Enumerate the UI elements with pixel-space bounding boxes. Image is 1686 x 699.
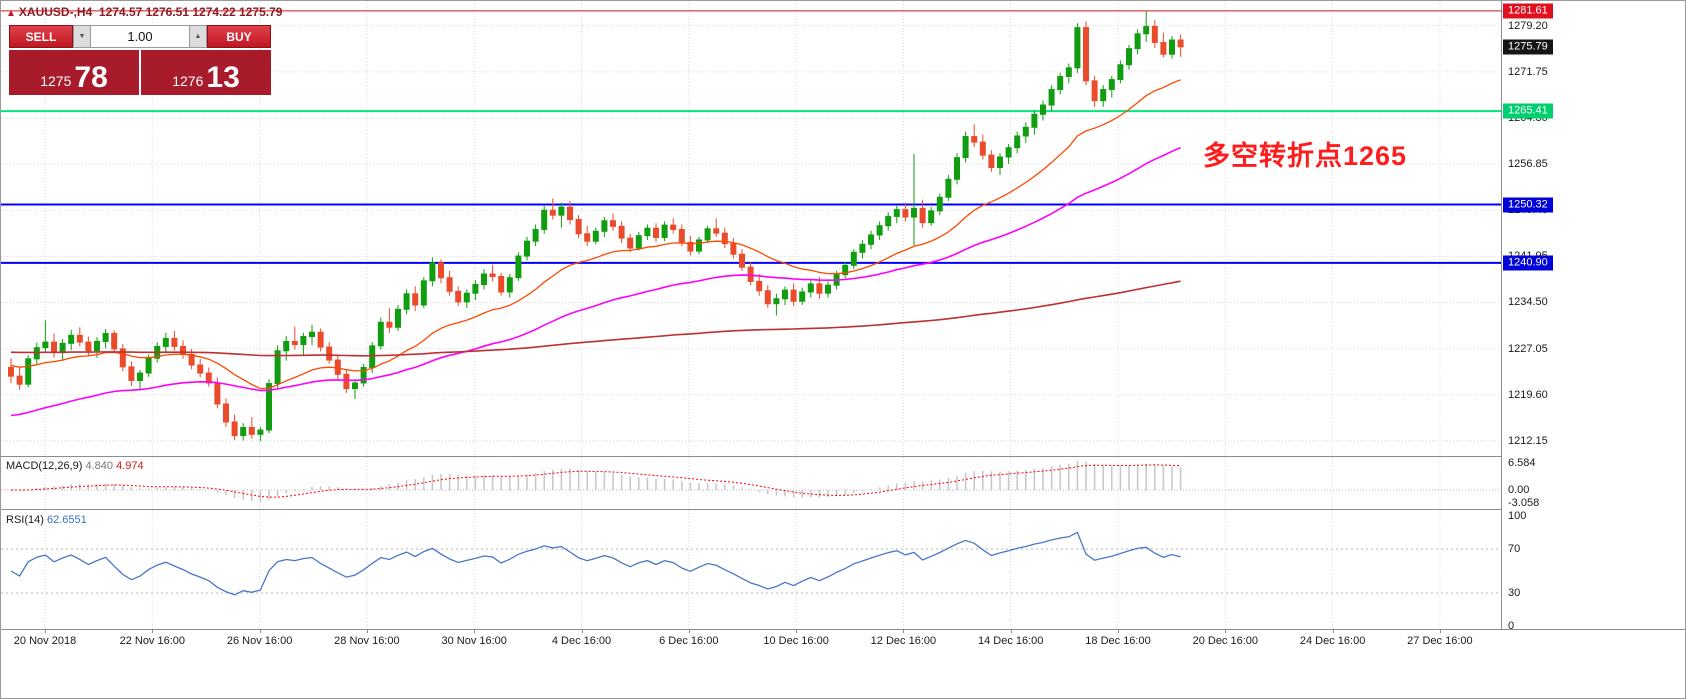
price-badge: 1250.32 [1503,197,1553,213]
time-axis-label: 22 Nov 16:00 [119,635,186,647]
annotation-text: 多空转折点1265 [1203,141,1408,171]
price-axis-label: 1219.60 [1508,388,1548,401]
rsi-axis-label: 30 [1508,587,1521,599]
price-axis-label: 1227.05 [1508,342,1548,355]
one-click-trade-panel: SELL ▼ ▲ BUY 1275 78 1276 13 [9,25,271,95]
panel-separator [1,629,1685,630]
time-axis-tick [45,630,46,633]
macd-axis-label: 6.584 [1508,457,1536,469]
time-axis-label: 14 Dec 16:00 [977,635,1044,647]
price-axis-label: 1271.75 [1508,65,1548,78]
lot-decrease-button[interactable]: ▼ [73,25,91,48]
price-axis-label: 1256.85 [1508,158,1548,171]
time-axis-label: 20 Dec 16:00 [1192,635,1259,647]
time-axis-label: 28 Nov 16:00 [334,635,400,647]
macd-axis-label: 0.00 [1508,484,1530,496]
time-axis-tick [366,630,368,633]
time-axis-tick [474,630,476,633]
bid-price-big-digits: 78 [74,61,108,94]
macd-main-value: 4.840 [85,460,114,472]
time-axis-label: 20 Nov 2018 [13,635,77,647]
panel-separator [1,509,1685,510]
rsi-panel-canvas[interactable] [1,510,1501,629]
macd-name: MACD(12,26,9) [6,460,83,472]
time-axis-tick [1439,630,1441,633]
lot-increase-button[interactable]: ▲ [189,25,207,48]
price-axis-label: 1212.15 [1508,434,1548,447]
ma-fast-line [10,79,1181,390]
time-axis-tick [1332,630,1334,633]
time-axis-label: 30 Nov 16:00 [441,635,507,647]
time-axis-label: 18 Dec 16:00 [1085,635,1151,647]
vertical-gridlines [44,510,1441,629]
bid-price-prefix: 1275 [40,73,72,89]
time-axis-tick [581,630,583,633]
chart-title: ▲ XAUUSD-,H4 1274.57 1276.51 1274.22 1275… [6,5,282,19]
time-axis-label: 24 Dec 16:00 [1299,635,1366,647]
chart-ohlc-values: 1274.57 1276.51 1274.22 1275.79 [98,5,283,19]
time-axis-tick [259,630,261,633]
ma-slow-line [10,280,1181,357]
rsi-line [10,531,1181,596]
rsi-name: RSI(14) [6,514,44,526]
ask-price-prefix: 1276 [172,73,204,89]
candlestick-series [8,10,1184,442]
rsi-axis-label: 0 [1508,620,1515,632]
time-axis-tick [903,630,905,633]
lot-input[interactable] [91,25,189,48]
rsi-label: RSI(14) 62.6551 [6,514,87,526]
chevron-up-icon: ▲ [194,33,202,40]
price-badge: 1265.41 [1503,103,1553,119]
price-axis-label: 1234.50 [1508,296,1548,309]
time-axis-label: 4 Dec 16:00 [551,635,612,647]
chart-symbol-timeframe: XAUUSD-,H4 [18,5,93,19]
price-badge: 1275.79 [1503,39,1553,55]
time-axis-tick [688,630,690,633]
time-axis-tick [1118,630,1119,633]
time-axis[interactable]: 20 Nov 2018 22 Nov 16:00 26 Nov 16:00 28 No… [1,630,1685,654]
time-axis-tick [152,630,154,633]
symbol-triangle-icon: ▲ [6,8,16,19]
rsi-axis-label: 100 [1508,510,1527,522]
chevron-down-icon: ▼ [78,33,86,40]
time-axis-label: 12 Dec 16:00 [870,635,937,647]
bid-price[interactable]: 1275 78 [9,50,139,95]
time-axis-tick [796,630,798,633]
time-axis-tick [1010,630,1012,633]
rsi-value: 62.6551 [46,514,87,526]
price-badge: 1240.90 [1503,255,1553,271]
price-badge: 1281.61 [1503,3,1553,19]
macd-histogram [18,460,1182,503]
ma-mid-line [10,146,1181,417]
time-axis-label: 26 Nov 16:00 [226,635,293,647]
panel-separator [1,456,1685,457]
time-axis-label: 27 Dec 16:00 [1407,635,1473,647]
time-axis-label: 6 Dec 16:00 [659,635,719,647]
ask-price-big-digits: 13 [206,61,240,94]
macd-label: MACD(12,26,9) 4.840 4.974 [6,460,144,472]
time-axis-label: 10 Dec 16:00 [763,635,829,647]
sell-button[interactable]: SELL [9,25,73,48]
ask-price[interactable]: 1276 13 [141,50,271,95]
time-axis-tick [1225,630,1227,633]
buy-button[interactable]: BUY [207,25,271,48]
vertical-gridlines [44,457,1441,509]
price-axis-label: 1279.20 [1508,19,1548,32]
price-axis[interactable]: 1279.201271.751264.301256.851249.401241.… [1501,1,1685,632]
macd-axis-label: -3.058 [1508,496,1540,509]
rsi-guide-lines [1,548,1501,594]
macd-panel-canvas[interactable] [1,457,1501,509]
macd-signal-value: 4.974 [116,460,144,472]
rsi-axis-label: 70 [1508,543,1521,555]
main-chart-canvas[interactable] [1,1,1501,456]
